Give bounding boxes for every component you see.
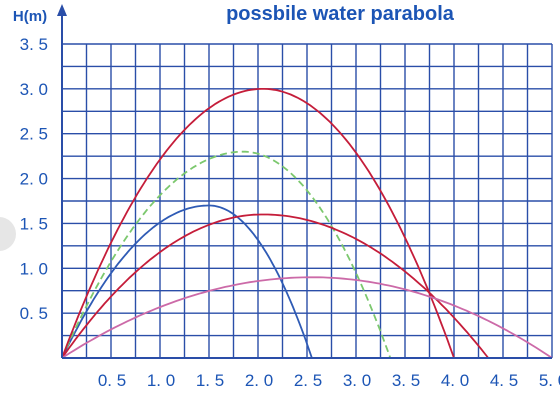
y-tick-label: 3. 5 [20,35,48,54]
x-tick-label: 0. 5 [98,371,126,390]
y-axis-arrow [57,4,67,16]
grid-lines [62,43,553,358]
side-scroll-handle[interactable] [0,217,16,251]
trajectory-curve-3 [61,88,455,359]
x-tick-label: 1. 5 [196,371,224,390]
y-tick-label: 3. 0 [20,80,48,99]
x-tick-label: 3. 5 [392,371,420,390]
y-tick-label: 1. 0 [20,259,48,278]
y-tick-label: 0. 5 [20,304,48,323]
chart-title: possbile water parabola [226,3,455,25]
x-tick-label: 4. 0 [441,371,469,390]
x-tick-label: 4. 5 [490,371,518,390]
y-tick-label: 2. 0 [20,170,48,189]
trajectory-series [61,88,553,359]
trajectory-curve-5 [61,276,553,359]
y-tick-label: 2. 5 [20,125,48,144]
x-tick-labels: 0. 5 1. 0 1. 5 2. 0 2. 5 3. 0 3. 5 4. 0 4. 5 5. 0 [98,371,560,390]
x-tick-label: 5. 0 [539,371,560,390]
x-tick-label: 2. 0 [245,371,273,390]
x-tick-label: 2. 5 [294,371,322,390]
trajectory-curve-2 [61,150,392,359]
x-tick-label: 1. 0 [147,371,175,390]
trajectory-curve-1 [61,204,313,359]
y-axis-label: H(m) [13,8,47,25]
y-tick-labels: 0. 5 1. 0 1. 5 2. 0 2. 5 3. 0 3. 5 [20,35,48,323]
trajectory-curve-4 [61,213,490,359]
x-tick-label: 3. 0 [343,371,371,390]
y-tick-label: 1. 5 [20,214,48,233]
axes [57,4,552,359]
